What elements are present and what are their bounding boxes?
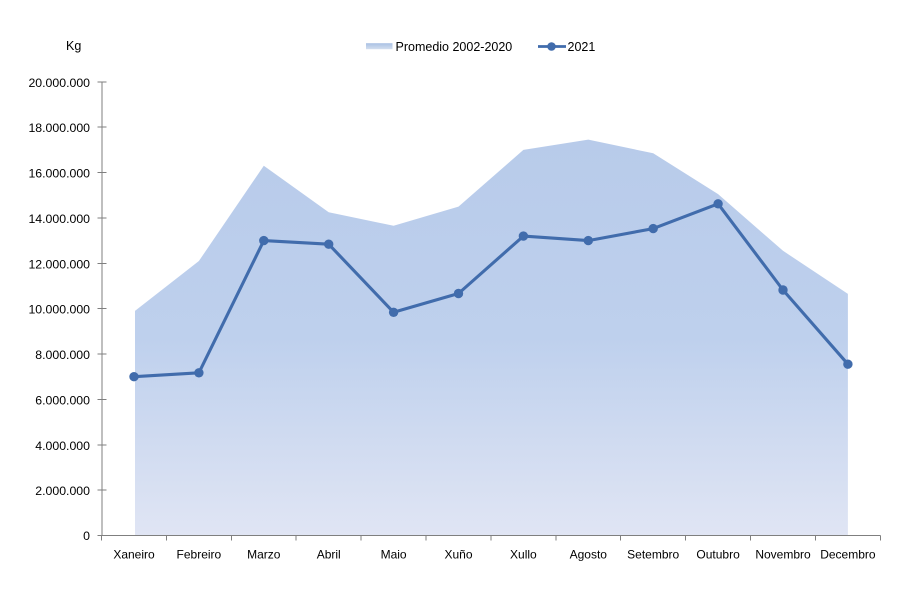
svg-text:2021: 2021 xyxy=(568,40,596,54)
svg-text:6.000.000: 6.000.000 xyxy=(35,393,90,407)
svg-text:Xaneiro: Xaneiro xyxy=(113,548,155,562)
svg-text:Setembro: Setembro xyxy=(627,548,679,562)
svg-text:2.000.000: 2.000.000 xyxy=(35,484,90,498)
svg-text:20.000.000: 20.000.000 xyxy=(28,76,90,90)
svg-text:14.000.000: 14.000.000 xyxy=(28,212,90,226)
svg-text:Outubro: Outubro xyxy=(696,548,740,562)
svg-text:Novembro: Novembro xyxy=(755,548,811,562)
svg-text:8.000.000: 8.000.000 xyxy=(35,348,90,362)
svg-text:0: 0 xyxy=(83,529,90,543)
svg-text:4.000.000: 4.000.000 xyxy=(35,439,90,453)
svg-text:Abril: Abril xyxy=(317,548,341,562)
svg-text:16.000.000: 16.000.000 xyxy=(28,167,90,181)
svg-text:12.000.000: 12.000.000 xyxy=(28,257,90,271)
svg-text:Marzo: Marzo xyxy=(247,548,281,562)
svg-text:10.000.000: 10.000.000 xyxy=(28,303,90,317)
svg-text:Maio: Maio xyxy=(381,548,407,562)
svg-text:Promedio 2002-2020: Promedio 2002-2020 xyxy=(396,40,513,54)
svg-text:Decembro: Decembro xyxy=(820,548,876,562)
svg-text:Febreiro: Febreiro xyxy=(177,548,222,562)
svg-text:Xullo: Xullo xyxy=(510,548,537,562)
svg-text:18.000.000: 18.000.000 xyxy=(28,121,90,135)
svg-text:Kg: Kg xyxy=(66,39,81,53)
svg-text:Xuño: Xuño xyxy=(444,548,472,562)
svg-text:Agosto: Agosto xyxy=(570,548,608,562)
